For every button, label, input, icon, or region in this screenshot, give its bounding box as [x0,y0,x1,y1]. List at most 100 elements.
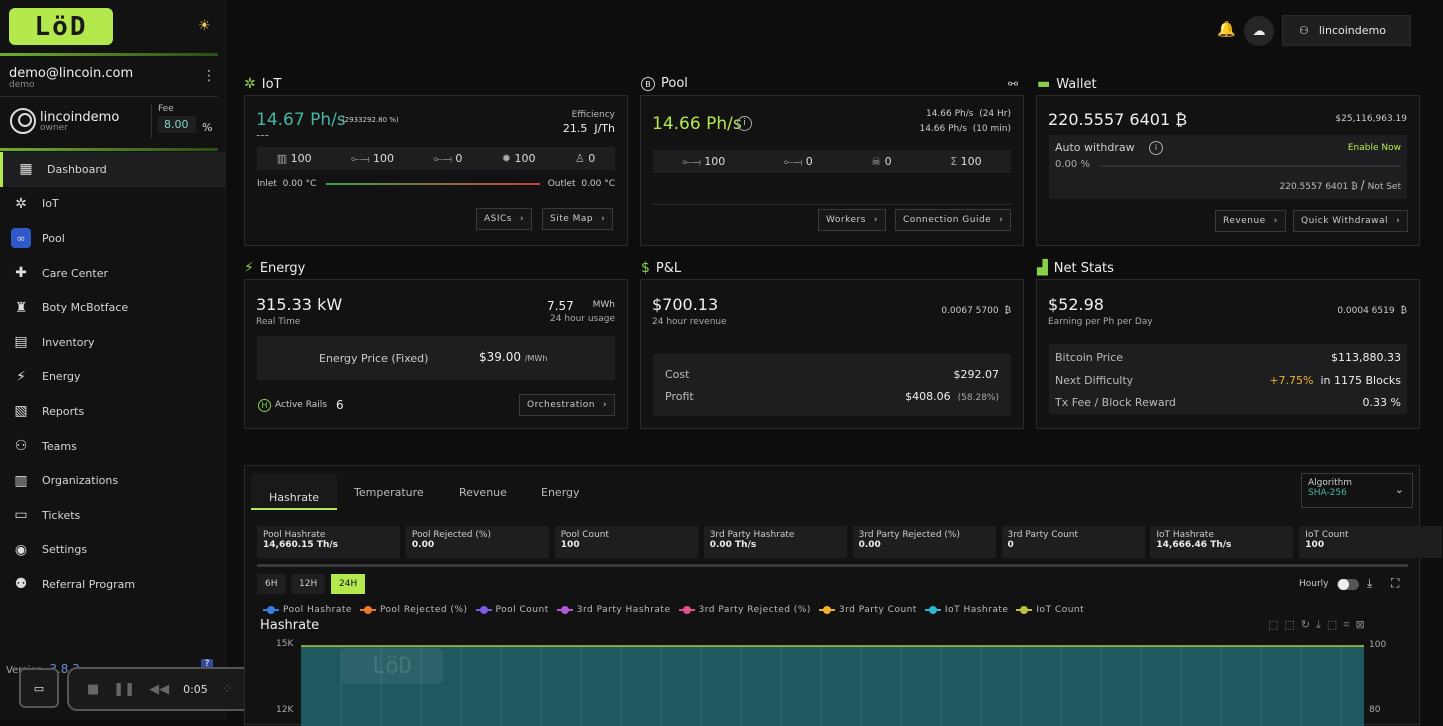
legend-item[interactable]: 3rd Party Count [818,605,917,615]
legend-item[interactable]: IoT Hashrate [924,605,1008,615]
legend-item[interactable]: IoT Count [1016,605,1084,615]
download-icon[interactable]: ⤓ [1367,576,1373,590]
sidebar-item-inventory[interactable]: ▤ Inventory [0,325,226,360]
gear-icon: ◉ [14,541,28,558]
algorithm-select[interactable]: Algorithm SHA-256 ⌄ [1301,473,1413,508]
cost-label: Cost [665,368,690,381]
sidebar-item-boty-mcbotface[interactable]: ♜ Boty McBotface [0,290,226,325]
rack-icon: ▥ [276,152,288,165]
pool-stat-offline: ⟜⟞ 0 [784,155,813,169]
sidebar-item-settings[interactable]: ◉ Settings [0,533,226,568]
bitcoin-symbol: ₿ [1175,110,1188,129]
logo[interactable]: LöD [9,8,113,45]
usage-value: 7.57 [547,299,574,313]
rewind-icon[interactable]: ◀◀ [149,681,170,697]
quick-withdrawal-button[interactable]: Quick Withdrawal › [1293,210,1409,232]
restore-icon[interactable]: ↻ [1300,618,1311,631]
brush-lasso-icon[interactable]: ⌗ [1343,618,1350,631]
tab-energy[interactable]: Energy [541,486,580,499]
energy-header: ⚡ Energy [244,260,305,276]
legend-item[interactable]: Pool Count [475,605,549,615]
range-6h[interactable]: 6H [257,574,286,594]
iot-hashrate-pct: (2933292.80 %) [342,116,399,124]
sidebar-item-label: Referral Program [42,577,136,591]
sidebar-item-dashboard[interactable]: ▦ Dashboard [0,152,226,187]
energy-card: 315.33 kW Real Time 7.57 MWh 24 hour usa… [244,279,628,429]
grid-icon[interactable]: ⁘ [221,681,233,697]
asics-button[interactable]: ASICs › [476,208,533,230]
pool-card: 14.66 Ph/s i 14.66 Ph/s (24 Hr) 14.66 Ph… [640,95,1024,246]
username: lincoindemo [1318,24,1386,37]
camera-icon[interactable]: ▭ [19,668,59,708]
workers-button[interactable]: Workers › [818,209,887,231]
brush-rect-icon[interactable]: ⬚ [1326,618,1338,631]
tab-hashrate[interactable]: Hashrate [251,474,338,510]
iot-title: IoT [261,76,282,92]
tab-temperature[interactable]: Temperature [354,486,424,499]
pause-icon[interactable]: ❚❚ [113,681,136,697]
wallet-balance-value: 220.5557 6401 [1048,110,1171,129]
stats-scrollbar[interactable] [257,564,1408,567]
energy-price-label: Energy Price (Fixed) [319,352,429,365]
orchestration-button[interactable]: Orchestration › [519,394,616,416]
stop-icon[interactable]: ■ [87,681,100,697]
earning-value: $52.98 [1048,295,1104,314]
chevron-right-icon: › [1396,216,1401,226]
iot-stat-offline: ⟜⟞ 0 [433,152,462,166]
pool-hr24: 14.66 Ph/s (24 Hr) [926,109,1011,119]
pool-stat-total: Σ 100 [950,155,981,168]
usage-unit: MWh [592,300,615,310]
enable-now-link[interactable]: Enable Now [1347,143,1401,153]
sidebar-item-organizations[interactable]: ▥ Organizations [0,463,226,498]
info-icon[interactable]: i [1149,141,1163,155]
stat-label: 3rd Party Rejected (%) [858,530,960,540]
save-image-icon[interactable]: ⤓ [1316,618,1321,631]
sidebar-item-label: Reports [42,404,85,418]
hashrate-chart [301,645,1364,726]
site-map-button[interactable]: Site Map › [542,208,614,230]
sidebar-item-care-center[interactable]: ✚ Care Center [0,256,226,291]
zoom-icon[interactable]: ⬚ [1268,618,1279,631]
user-email: demo@lincoin.com [9,66,134,81]
sidebar-item-iot[interactable]: ✲ IoT [0,187,226,222]
cloud-upload-icon[interactable]: ☁ [1244,16,1274,46]
legend-item[interactable]: Pool Hashrate [263,605,352,615]
legend-item[interactable]: Pool Rejected (%) [359,605,468,615]
tab-revenue[interactable]: Revenue [459,486,507,499]
orchestration-label: Orchestration [527,400,595,410]
iot-sub: --- [256,128,269,142]
btc-price-label: Bitcoin Price [1055,351,1124,364]
cost-value: $292.07 [953,368,1000,381]
sidebar-item-energy[interactable]: ⚡ Energy [0,360,226,395]
sidebar-item-referral-program[interactable]: ⚉ Referral Program [0,567,226,602]
legend-label: 3rd Party Rejected (%) [698,605,811,615]
sidebar-item-label: Settings [42,543,88,557]
brush-clear-icon[interactable]: ⊠ [1355,618,1365,631]
zoom-reset-icon[interactable]: ⬚ [1284,618,1295,631]
fullscreen-icon[interactable]: ⛶ [1391,576,1400,590]
revenue-button[interactable]: Revenue › [1215,210,1286,232]
algorithm-label: Algorithm [1308,478,1353,488]
chevron-right-icon: › [1273,216,1278,226]
bitcoin-symbol: ₿ [1004,306,1011,316]
chevron-right-icon: › [601,214,606,224]
hourly-toggle[interactable] [1337,579,1359,590]
revenue-label: Revenue [1223,216,1266,226]
legend-item[interactable]: 3rd Party Hashrate [556,605,671,615]
sidebar-item-pool[interactable]: ∞ Pool [0,221,226,256]
theme-toggle-icon[interactable]: ☀ [198,18,211,34]
user-menu-button[interactable]: ⚇ lincoindemo [1282,15,1411,46]
legend-item[interactable]: 3rd Party Rejected (%) [678,605,811,615]
sidebar-item-reports[interactable]: ▧ Reports [0,394,226,429]
connection-guide-button[interactable]: Connection Guide › [895,209,1012,231]
sidebar-item-tickets[interactable]: ▭ Tickets [0,498,226,533]
more-options-icon[interactable]: ⋮ [202,68,216,84]
range-24h[interactable]: 24H [331,574,366,594]
hourly-label: Hourly [1299,579,1329,589]
info-icon[interactable]: i [737,116,752,131]
sidebar-item-teams[interactable]: ⚇ Teams [0,429,226,464]
range-12h[interactable]: 12H [291,574,326,594]
bell-icon[interactable]: 🔔 [1217,20,1236,38]
pool-network-icon[interactable]: ⚯ [1008,77,1019,91]
stat-box: 3rd Party Rejected (%) 0.00 [852,526,996,558]
